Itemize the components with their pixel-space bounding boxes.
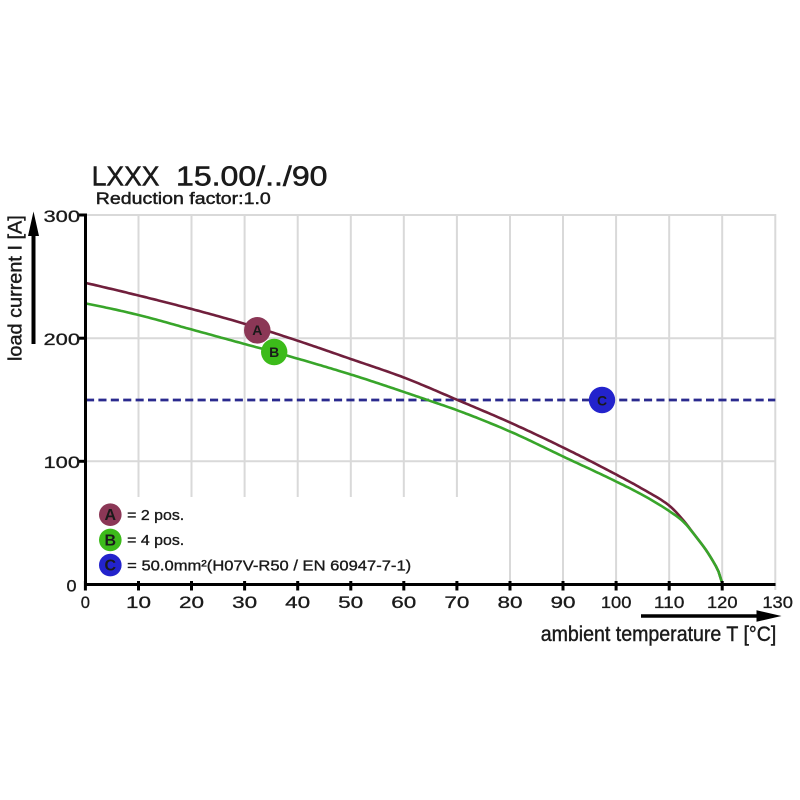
- svg-text:C: C: [105, 558, 117, 575]
- svg-text:LXXX: LXXX: [92, 160, 160, 191]
- svg-text:130: 130: [762, 594, 793, 612]
- svg-text:B: B: [105, 532, 117, 549]
- svg-text:70: 70: [444, 594, 469, 612]
- svg-text:20: 20: [179, 594, 204, 612]
- svg-text:100: 100: [601, 594, 632, 612]
- svg-text:60: 60: [391, 594, 416, 612]
- svg-text:A: A: [252, 322, 262, 338]
- svg-text:90: 90: [551, 594, 576, 612]
- svg-text:110: 110: [654, 594, 685, 612]
- svg-text:200: 200: [44, 331, 81, 349]
- svg-text:C: C: [597, 392, 607, 408]
- svg-text:0: 0: [81, 594, 90, 612]
- svg-text:10: 10: [126, 594, 151, 612]
- svg-text:120: 120: [707, 594, 738, 612]
- svg-text:B: B: [269, 344, 279, 360]
- svg-text:A: A: [105, 507, 117, 524]
- svg-text:80: 80: [498, 594, 523, 612]
- svg-text:15.00/../90: 15.00/../90: [176, 160, 328, 191]
- svg-text:0: 0: [67, 578, 77, 596]
- svg-text:= 2 pos.: = 2 pos.: [127, 507, 184, 524]
- svg-text:ambient temperature T [°C]: ambient temperature T [°C]: [541, 622, 777, 646]
- svg-text:load current I [A]: load current I [A]: [5, 215, 27, 361]
- svg-text:300: 300: [44, 208, 81, 226]
- svg-text:= 4 pos.: = 4 pos.: [127, 532, 184, 549]
- svg-text:40: 40: [285, 594, 310, 612]
- svg-text:50: 50: [338, 594, 363, 612]
- svg-text:30: 30: [232, 594, 257, 612]
- svg-text:100: 100: [44, 454, 81, 472]
- svg-text:= 50.0mm²(H07V-R50 / EN 60947-: = 50.0mm²(H07V-R50 / EN 60947-7-1): [127, 557, 411, 574]
- svg-text:Reduction factor:1.0: Reduction factor:1.0: [96, 189, 271, 208]
